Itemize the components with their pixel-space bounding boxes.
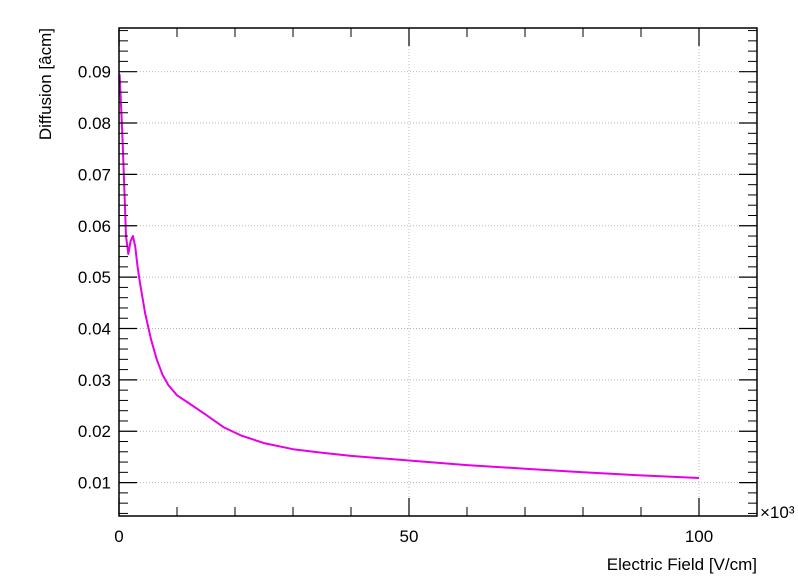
y-tick-label: 0.04 xyxy=(78,320,111,339)
x-axis-title: Electric Field [V/cm] xyxy=(607,555,757,574)
y-tick-label: 0.06 xyxy=(78,217,111,236)
x-tick-label: 0 xyxy=(114,527,123,546)
plot-frame xyxy=(118,27,758,517)
grid xyxy=(119,28,757,516)
x-tick-label: 100 xyxy=(685,527,713,546)
x-axis-multiplier: ×10³ xyxy=(760,503,795,522)
y-axis-title: Diffusion [âcm] xyxy=(36,28,55,140)
series-line-layer xyxy=(118,74,700,479)
y-tick-label: 0.07 xyxy=(78,165,111,184)
y-tick-label: 0.05 xyxy=(78,268,111,287)
series-line xyxy=(118,74,700,479)
y-tick-label: 0.02 xyxy=(78,422,111,441)
ticks xyxy=(118,28,758,516)
x-tick-label: 50 xyxy=(400,527,419,546)
y-tick-label: 0.01 xyxy=(78,474,111,493)
tick-labels: 0.01 0.02 0.03 0.04 0.05 0.06 0.07 0.08 0.09 0 50 1… xyxy=(78,63,713,546)
y-tick-label: 0.09 xyxy=(78,63,111,82)
y-tick-label: 0.08 xyxy=(78,114,111,133)
y-tick-label: 0.03 xyxy=(78,371,111,390)
